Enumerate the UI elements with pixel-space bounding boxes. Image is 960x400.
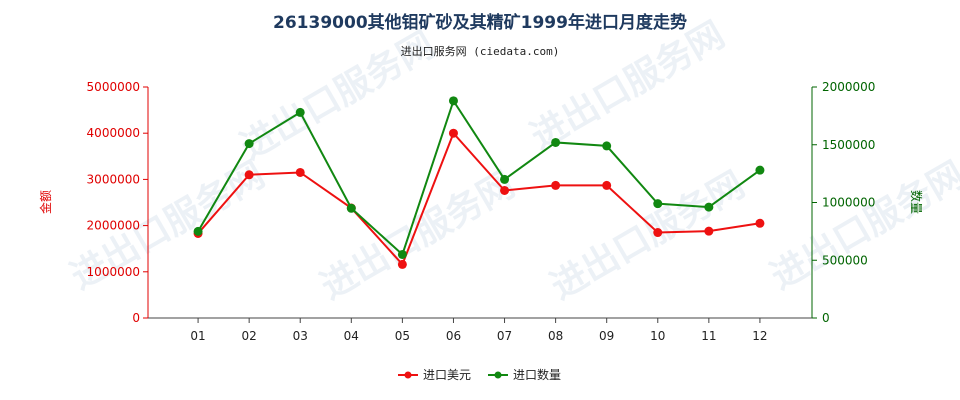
x-tick-label: 04 <box>344 329 359 343</box>
data-point <box>755 165 765 175</box>
series-line <box>197 98 761 257</box>
series-layer <box>193 96 765 269</box>
data-point <box>653 199 663 209</box>
x-tick-label: 08 <box>548 329 563 343</box>
x-tick-label: 05 <box>395 329 410 343</box>
data-point <box>602 141 612 151</box>
x-tick-label: 03 <box>293 329 308 343</box>
data-point <box>397 249 407 259</box>
y-left-tick-label: 2000000 <box>87 219 140 233</box>
y-right-tick-label: 0 <box>822 311 830 325</box>
data-point <box>551 180 561 190</box>
data-point <box>755 218 765 228</box>
data-point <box>500 174 510 184</box>
y-left-tick-label: 5000000 <box>87 80 140 94</box>
watermark-text: 进出口服务网 <box>764 154 960 298</box>
x-tick-label: 01 <box>190 329 205 343</box>
data-point <box>448 128 458 138</box>
watermark-text: 进出口服务网 <box>524 14 732 158</box>
data-point <box>244 139 254 149</box>
y-right-tick-label: 1500000 <box>822 138 875 152</box>
y-right-tick-label: 500000 <box>822 253 868 267</box>
data-point <box>448 96 458 106</box>
chart-title: 26139000其他钼矿砂及其精矿1999年进口月度走势 <box>273 12 687 33</box>
data-point <box>346 203 356 213</box>
legend-label: 进口美元 <box>423 368 471 382</box>
data-point <box>602 180 612 190</box>
x-tick-label: 11 <box>701 329 716 343</box>
x-tick-label: 06 <box>446 329 461 343</box>
data-point <box>397 259 407 269</box>
legend-marker <box>404 371 412 379</box>
legend: 进口美元 进口数量 <box>398 367 561 382</box>
watermark-text: 进出口服务网 <box>314 164 522 308</box>
data-point <box>551 137 561 147</box>
data-point <box>295 167 305 177</box>
x-tick-label: 07 <box>497 329 512 343</box>
y-right-tick-label: 1000000 <box>822 196 875 210</box>
series-group <box>193 96 765 259</box>
y-left-tick-label: 3000000 <box>87 172 140 186</box>
axes-layer: 010000002000000300000040000005000000金额05… <box>38 80 924 343</box>
y-right-tick-label: 2000000 <box>822 80 875 94</box>
series-line <box>197 131 761 267</box>
data-point <box>653 228 663 238</box>
y-right-axis-label: 数量 <box>909 190 924 214</box>
x-tick-label: 10 <box>650 329 665 343</box>
data-point <box>295 107 305 117</box>
data-point <box>244 170 254 180</box>
x-tick-label: 02 <box>242 329 257 343</box>
y-left-tick-label: 1000000 <box>87 265 140 279</box>
y-left-axis-label: 金额 <box>38 190 53 214</box>
legend-marker <box>494 371 502 379</box>
data-point <box>500 185 510 195</box>
legend-label: 进口数量 <box>513 367 561 382</box>
chart-subtitle: 进出口服务网 (ciedata.com) <box>401 44 560 58</box>
y-left-tick-label: 0 <box>132 311 140 325</box>
x-tick-label: 09 <box>599 329 614 343</box>
data-point <box>193 226 203 236</box>
data-point <box>704 226 714 236</box>
y-left-tick-label: 4000000 <box>87 126 140 140</box>
x-tick-label: 12 <box>752 329 767 343</box>
data-point <box>704 202 714 212</box>
